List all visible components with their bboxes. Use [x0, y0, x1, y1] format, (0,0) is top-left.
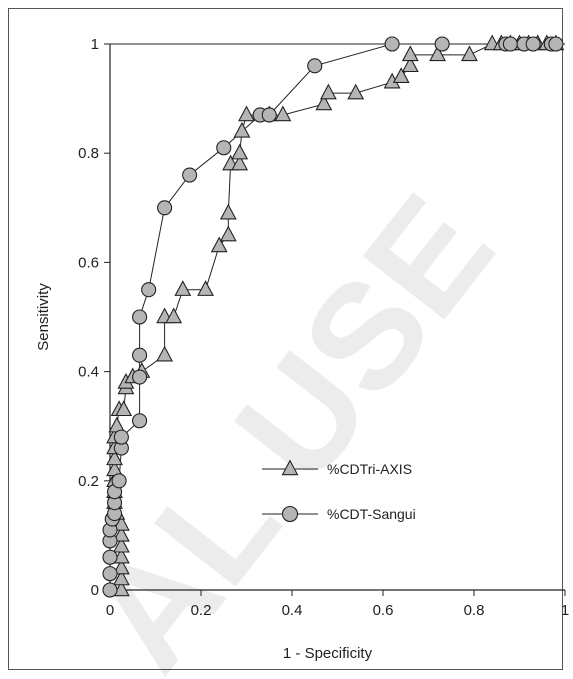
x-tick-label-5: 1 [561, 602, 569, 619]
chart-frame [8, 8, 563, 670]
point-tri-22 [156, 345, 174, 362]
point-circ-24 [434, 36, 450, 52]
legend-label-tri: %CDTri-AXIS [327, 461, 412, 477]
y-tick-label-4: 0.8 [78, 145, 99, 162]
point-tri-44 [429, 45, 447, 62]
point-tri-0 [112, 580, 130, 597]
point-tri-28 [219, 225, 237, 242]
point-tri-26 [197, 280, 214, 296]
point-tri-37 [315, 94, 333, 111]
legend-marker-tri [281, 459, 299, 476]
point-tri-43 [401, 45, 419, 62]
point-circ-19 [216, 140, 232, 156]
point-tri-25 [174, 280, 192, 296]
x-tick-label-0: 0 [106, 602, 114, 619]
point-tri-33 [233, 121, 251, 138]
point-circ-28 [525, 36, 541, 52]
point-circ-2 [102, 549, 118, 565]
point-tri-1 [112, 569, 130, 586]
point-tri-39 [347, 83, 365, 100]
y-tick-label-3: 0.6 [78, 254, 99, 271]
point-tri-41 [392, 67, 410, 83]
point-tri-38 [319, 83, 337, 100]
point-tri-36 [274, 105, 292, 122]
point-tri-31 [231, 154, 249, 171]
legend: %CDTri-AXIS %CDT-Sangui [262, 459, 416, 523]
point-tri-24 [165, 307, 183, 324]
y-tick-label-0: 0 [91, 582, 99, 599]
point-circ-12 [132, 413, 148, 429]
point-tri-4 [112, 536, 130, 553]
point-circ-0 [102, 582, 118, 598]
point-circ-14 [132, 347, 148, 363]
point-circ-15 [132, 309, 148, 325]
series-markers [102, 34, 565, 598]
x-tick-label-4: 0.8 [464, 602, 485, 619]
y-tick-label-5: 1 [91, 36, 99, 53]
y-tick-label-2: 0.4 [78, 364, 99, 381]
point-tri-45 [461, 45, 478, 62]
x-tick-label-1: 0.2 [191, 602, 212, 619]
point-tri-32 [231, 143, 249, 160]
point-circ-1 [102, 566, 118, 582]
legend-label-circ: %CDT-Sangui [327, 506, 416, 522]
point-tri-17 [115, 400, 133, 417]
y-axis-label: Sensitivity [35, 283, 52, 351]
point-circ-9 [111, 473, 127, 489]
point-circ-18 [182, 167, 198, 183]
point-tri-42 [401, 56, 419, 73]
point-tri-5 [112, 525, 130, 542]
legend-marker-circ [281, 505, 299, 523]
x-axis-label: 1 - Specificity [283, 645, 373, 662]
point-circ-26 [502, 36, 518, 52]
point-tri-34 [238, 105, 255, 122]
x-tick-label-2: 0.4 [282, 602, 303, 619]
point-tri-27 [210, 236, 228, 253]
x-tick-label-3: 0.6 [373, 602, 394, 619]
point-tri-29 [219, 203, 237, 220]
point-circ-22 [307, 58, 323, 74]
point-tri-12 [106, 449, 123, 466]
y-tick-label-1: 0.2 [78, 473, 99, 490]
point-circ-16 [141, 282, 157, 298]
point-tri-3 [112, 547, 130, 564]
point-circ-17 [157, 200, 173, 216]
point-circ-21 [261, 107, 277, 123]
point-circ-13 [132, 369, 148, 385]
point-circ-30 [548, 36, 564, 52]
point-circ-23 [384, 36, 400, 52]
point-circ-11 [113, 429, 129, 445]
point-tri-2 [112, 558, 130, 575]
